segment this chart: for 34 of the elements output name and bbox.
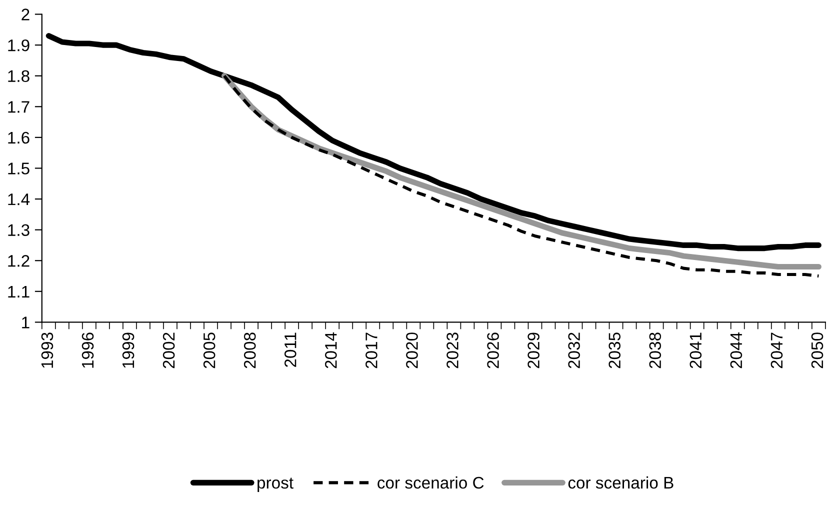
y-tick-label: 1.1 <box>8 286 30 298</box>
y-tick-label: 1.3 <box>8 224 30 236</box>
x-tick-label: 2005 <box>203 332 216 368</box>
y-tick-label: 1.7 <box>8 101 30 113</box>
x-tick-label: 2026 <box>487 332 499 368</box>
y-tick-label: 1.9 <box>8 39 30 52</box>
x-tick-label: 2050 <box>811 332 824 368</box>
legend-label: cor scenario C <box>378 476 484 489</box>
y-tick-label: 1.2 <box>8 255 30 267</box>
x-tick-label: 2014 <box>325 332 337 368</box>
x-tick-label: 2035 <box>608 332 621 368</box>
x-tick-label: 2041 <box>690 332 702 368</box>
y-tick-label: 1.5 <box>8 162 30 174</box>
x-tick-label: 1993 <box>41 332 54 368</box>
x-tick-label: 2011 <box>284 332 296 367</box>
x-tick-label: 2017 <box>366 332 378 368</box>
x-tick-label: 1996 <box>82 332 94 368</box>
x-tick-label: 2044 <box>730 332 742 368</box>
x-tick-label: 2038 <box>649 332 662 368</box>
x-tick-label: 2002 <box>162 332 175 368</box>
y-tick-label: 1.8 <box>8 70 30 82</box>
x-tick-label: 2008 <box>244 332 256 368</box>
x-tick-label: 2029 <box>528 332 540 368</box>
y-tick-label: 1.6 <box>8 132 30 144</box>
x-tick-label: 2020 <box>406 332 418 368</box>
x-tick-label: 1999 <box>122 332 134 368</box>
legend-label: cor scenario B <box>568 476 674 489</box>
x-tick-label: 2023 <box>446 332 458 368</box>
y-tick-label: 2 <box>22 8 30 20</box>
y-tick-label: 1.4 <box>8 194 30 206</box>
legend-label: prost <box>258 478 294 492</box>
x-tick-label: 2047 <box>770 332 783 368</box>
x-tick-label: 2032 <box>568 332 580 368</box>
y-tick-label: 1 <box>22 316 30 328</box>
